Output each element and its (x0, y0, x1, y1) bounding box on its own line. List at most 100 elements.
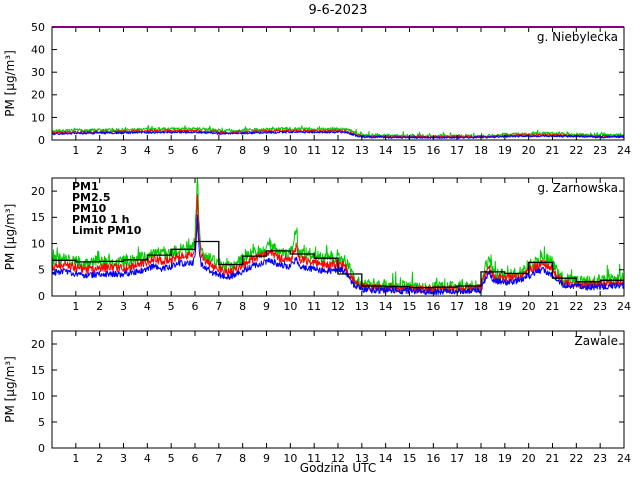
x-axis-label: Godzina UTC (300, 461, 376, 475)
y-axis-label: PM [µg/m³] (3, 204, 17, 271)
y-tick-label: 0 (38, 134, 45, 147)
y-tick-label: 0 (38, 290, 45, 303)
x-axis-ticks: 1 2 3 4 5 6 7 8 9 10 11 12 13 14 15 16 17 18 19 20 21 22 23 24 (72, 178, 631, 313)
x-tick-label: 1 (72, 300, 79, 313)
legend-item-pm2-5: PM2.5 (72, 191, 111, 204)
x-tick-label: 14 (379, 300, 393, 313)
plot-area (52, 178, 624, 296)
x-tick-label: 3 (120, 300, 127, 313)
x-tick-label: 5 (168, 144, 175, 157)
y-tick-label: 0 (38, 442, 45, 455)
legend-item-pm10-1-h: PM10 1 h (72, 213, 129, 226)
panel-zawale: 1 2 3 4 5 6 7 8 9 10 11 12 13 14 15 16 17 18 19 20 21 22 23 240… (3, 330, 631, 465)
x-tick-label: 24 (617, 144, 631, 157)
x-tick-label: 24 (617, 452, 631, 465)
x-axis-ticks: 1 2 3 4 5 6 7 8 9 10 11 12 13 14 15 16 17 18 19 20 21 22 23 24 (72, 331, 631, 465)
y-axis-label: PM [µg/m³] (3, 356, 17, 423)
y-tick-label: 5 (38, 264, 45, 277)
panel-title: Zawale (575, 334, 618, 348)
y-tick-label: 5 (38, 416, 45, 429)
y-tick-label: 50 (31, 21, 45, 34)
figure-title: 9-6-2023 (308, 3, 367, 18)
y-axis-ticks: 0 5 10 15 20 (31, 338, 624, 455)
x-tick-label: 13 (355, 300, 369, 313)
x-tick-label: 17 (450, 300, 464, 313)
y-tick-label: 40 (31, 43, 45, 56)
x-tick-label: 6 (192, 452, 199, 465)
x-tick-label: 5 (168, 452, 175, 465)
x-tick-label: 12 (331, 452, 345, 465)
x-tick-label: 13 (355, 452, 369, 465)
series-pm10-1-h-line (52, 240, 624, 289)
x-tick-label: 10 (283, 144, 297, 157)
x-tick-label: 1 (72, 452, 79, 465)
x-axis-ticks: 1 2 3 4 5 6 7 8 9 10 11 12 13 14 15 16 17 18 19 20 21 22 23 24 (72, 27, 631, 157)
x-tick-label: 14 (379, 452, 393, 465)
x-tick-label: 3 (120, 452, 127, 465)
x-tick-label: 18 (474, 144, 488, 157)
legend-item-limit-pm10: Limit PM10 (72, 224, 142, 237)
y-tick-label: 20 (31, 185, 45, 198)
y-tick-label: 20 (31, 89, 45, 102)
y-tick-label: 15 (31, 364, 45, 377)
panel-g-niebylecka: 1 2 3 4 5 6 7 8 9 10 11 12 13 14 15 16 17 18 19 20 21 22 23 240… (3, 21, 631, 157)
x-tick-label: 23 (593, 300, 607, 313)
y-axis-ticks: 0 10 20 30 40 50 (31, 21, 624, 147)
x-tick-label: 15 (403, 452, 417, 465)
x-tick-label: 17 (450, 144, 464, 157)
y-tick-label: 10 (31, 390, 45, 403)
x-tick-label: 5 (168, 300, 175, 313)
x-tick-label: 2 (96, 300, 103, 313)
x-tick-label: 7 (215, 144, 222, 157)
x-tick-label: 10 (283, 300, 297, 313)
x-tick-label: 20 (522, 144, 536, 157)
x-tick-label: 11 (307, 452, 321, 465)
y-tick-label: 15 (31, 211, 45, 224)
x-tick-label: 9 (263, 452, 270, 465)
x-tick-label: 22 (569, 300, 583, 313)
panel-title: g. Niebylecka (537, 30, 618, 44)
x-tick-label: 9 (263, 144, 270, 157)
y-axis-label: PM [µg/m³] (3, 50, 17, 117)
x-tick-label: 6 (192, 144, 199, 157)
y-tick-label: 30 (31, 66, 45, 79)
x-tick-label: 16 (426, 144, 440, 157)
x-tick-label: 18 (474, 300, 488, 313)
x-tick-label: 21 (546, 300, 560, 313)
x-tick-label: 1 (72, 144, 79, 157)
x-tick-label: 11 (307, 144, 321, 157)
x-tick-label: 4 (144, 300, 151, 313)
x-tick-label: 21 (546, 144, 560, 157)
x-tick-label: 8 (239, 300, 246, 313)
x-tick-label: 12 (331, 144, 345, 157)
x-tick-label: 16 (426, 300, 440, 313)
x-tick-label: 9 (263, 300, 270, 313)
x-tick-label: 2 (96, 452, 103, 465)
y-axis-ticks: 0 5 10 15 20 (31, 185, 624, 303)
y-tick-label: 10 (31, 111, 45, 124)
x-tick-label: 20 (522, 300, 536, 313)
x-tick-label: 11 (307, 300, 321, 313)
y-tick-label: 10 (31, 237, 45, 250)
x-tick-label: 4 (144, 452, 151, 465)
x-tick-label: 19 (498, 144, 512, 157)
x-tick-label: 7 (215, 300, 222, 313)
y-tick-label: 20 (31, 338, 45, 351)
plot-area (52, 27, 624, 140)
panel-title: g. Zarnowska (537, 181, 618, 195)
x-tick-label: 13 (355, 144, 369, 157)
x-tick-label: 18 (474, 452, 488, 465)
x-tick-label: 20 (522, 452, 536, 465)
x-tick-label: 3 (120, 144, 127, 157)
x-tick-label: 8 (239, 452, 246, 465)
x-tick-label: 7 (215, 452, 222, 465)
panel-g-zarnowska: 1 2 3 4 5 6 7 8 9 10 11 12 13 14 15 16 17 18 19 20 21 22 23 240… (3, 177, 631, 313)
x-tick-label: 17 (450, 452, 464, 465)
legend-item-pm1: PM1 (72, 180, 99, 193)
plot-area (52, 331, 624, 448)
x-tick-label: 6 (192, 300, 199, 313)
x-tick-label: 23 (593, 452, 607, 465)
